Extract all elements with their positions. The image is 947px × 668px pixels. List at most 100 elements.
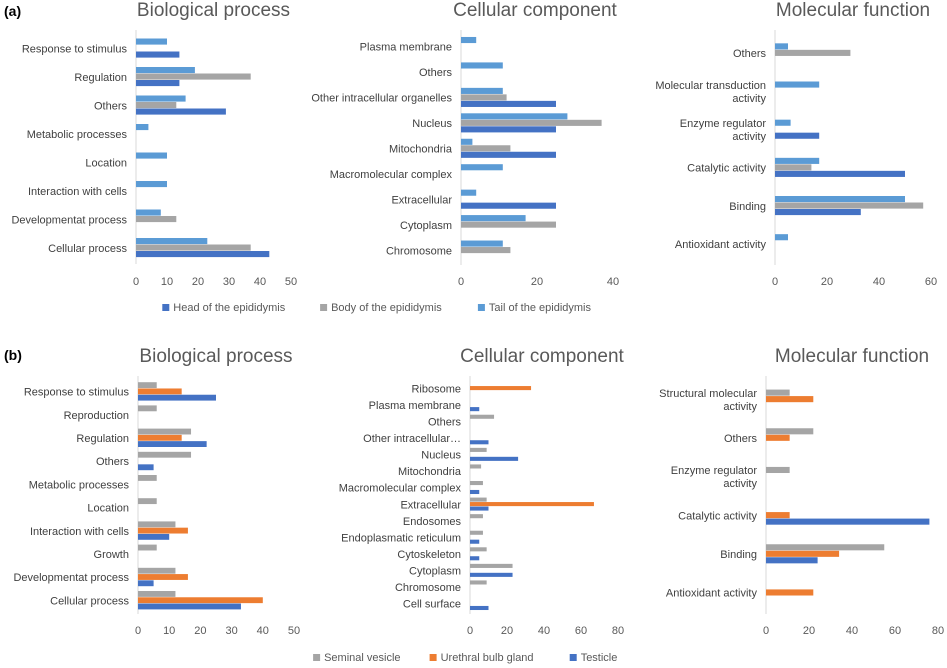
legend-label: Urethral bulb gland <box>441 652 534 664</box>
panel-label-a: (a) <box>4 3 21 19</box>
bar <box>138 591 176 597</box>
legend-label: Head of the epididymis <box>173 302 285 314</box>
bar <box>461 215 526 222</box>
category-label: Nucleus <box>421 450 461 462</box>
x-tick-label: 0 <box>763 625 769 637</box>
chart-5: Cellular component Ribosome Plasma membran… <box>339 346 625 637</box>
legend-swatch <box>477 304 485 311</box>
bar <box>470 547 487 552</box>
chart-3: Molecular function Others Molecular transd… <box>655 0 937 288</box>
category-label: Other intracellular… <box>363 433 461 445</box>
category-label: Endoplasmatic reticulum <box>341 532 461 544</box>
bar <box>461 202 556 209</box>
bar <box>138 451 192 458</box>
category-label: Interaction with cells <box>30 526 130 538</box>
bar <box>461 151 556 158</box>
bar <box>136 124 149 131</box>
bar <box>775 81 820 88</box>
bar <box>470 502 594 507</box>
category-label: Macromolecular complex <box>339 483 462 495</box>
x-tick-label: 10 <box>163 625 175 637</box>
bar <box>470 605 489 611</box>
legend-label: Testicle <box>581 652 618 664</box>
category-label: Others <box>724 433 758 445</box>
bar <box>775 164 812 171</box>
bar <box>138 574 188 580</box>
x-tick-label: 60 <box>925 276 937 288</box>
bar <box>136 251 270 258</box>
category-label: Regulation <box>76 433 129 445</box>
bar <box>766 428 814 435</box>
bar <box>136 209 161 216</box>
bar <box>766 466 790 474</box>
bar <box>470 414 495 419</box>
bar <box>138 475 157 481</box>
category-label: Plasma membrane <box>369 400 461 412</box>
bar <box>138 533 170 540</box>
category-label: Nucleus <box>412 118 452 130</box>
chart-title: Cellular component <box>453 0 617 21</box>
bar <box>461 221 556 228</box>
bar <box>775 196 905 203</box>
bar <box>461 138 473 145</box>
category-label: Interaction with cells <box>28 186 128 198</box>
x-tick-label: 0 <box>458 276 464 288</box>
bar <box>766 512 790 519</box>
x-tick-label: 20 <box>803 625 815 637</box>
category-label: Response to stimulus <box>22 43 128 55</box>
bar <box>470 556 480 561</box>
category-label: Mitochondria <box>389 144 453 156</box>
charts-layer: Biological process Response to stimulus Re… <box>11 0 944 637</box>
bar <box>461 145 511 152</box>
x-tick-label: 60 <box>575 625 587 637</box>
bar <box>470 481 483 486</box>
bar <box>766 434 790 441</box>
category-label: Catalytic activity <box>687 163 766 175</box>
category-label: Developmentat process <box>13 572 129 584</box>
chart-title: Biological process <box>137 0 290 21</box>
bar <box>461 94 507 101</box>
bar <box>461 164 503 171</box>
bar <box>470 447 487 452</box>
x-tick-label: 80 <box>612 625 624 637</box>
bar <box>138 527 188 534</box>
x-tick-label: 40 <box>607 276 619 288</box>
legend-swatch <box>162 304 170 311</box>
category-label: Macromolecular complex <box>330 169 453 181</box>
category-label: Others <box>94 100 128 112</box>
bar <box>136 181 167 188</box>
bar <box>461 113 568 120</box>
bar <box>775 132 820 139</box>
category-label: Cellular process <box>50 595 129 607</box>
x-tick-label: 60 <box>889 625 901 637</box>
category-label: Location <box>85 157 127 169</box>
x-tick-label: 30 <box>223 276 235 288</box>
category-label: Binding <box>720 549 757 561</box>
bar <box>470 407 480 412</box>
category-label: Mitochondria <box>398 466 462 478</box>
x-tick-label: 40 <box>538 625 550 637</box>
x-tick-label: 20 <box>501 625 513 637</box>
category-label: Cytoplasm <box>400 220 452 232</box>
category-label: Chromosome <box>395 582 461 594</box>
bar <box>461 240 503 247</box>
bar <box>775 234 788 241</box>
category-label: Enzyme regulator activity <box>680 118 767 143</box>
chart-title: Cellular component <box>460 346 624 367</box>
category-label: Antioxidant activity <box>666 588 758 600</box>
bar <box>136 67 195 74</box>
x-tick-label: 40 <box>873 276 885 288</box>
bar <box>766 518 930 525</box>
bar <box>766 557 818 564</box>
bar <box>470 440 489 445</box>
x-tick-label: 40 <box>846 625 858 637</box>
bar <box>470 456 519 461</box>
category-label: Location <box>87 503 129 515</box>
category-label: Others <box>428 416 462 428</box>
bar <box>136 108 226 115</box>
bar <box>470 489 480 495</box>
category-label: Response to stimulus <box>24 387 130 399</box>
bar <box>136 73 251 80</box>
category-label: Binding <box>729 201 766 213</box>
